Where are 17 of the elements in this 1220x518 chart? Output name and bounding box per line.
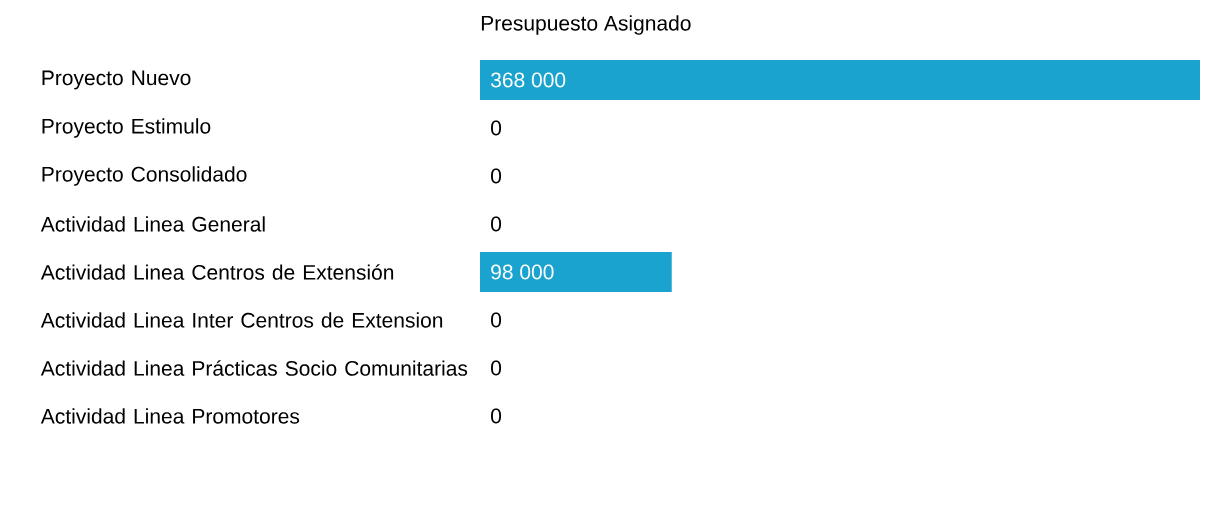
data-label: 0 [491,312,502,328]
data-label: 0 [491,168,502,184]
y-tick-label: Actividad Linea Inter Centros de Extension [40,312,443,328]
data-label: 98 000 [491,264,554,280]
y-tick-label: Actividad Linea Centros de Extensión [40,264,394,280]
data-label: 0 [491,360,502,376]
y-tick-label: Proyecto Estimulo [42,118,211,138]
y-tick-label: Proyecto Nuevo [42,70,191,90]
y-tick-label: Actividad Linea Prácticas Socio Comunitarias [40,360,468,376]
data-label: 0 [491,216,502,232]
y-tick-label: Proyecto Consolidado [42,166,247,186]
y-tick-label: Actividad Linea General [40,216,265,232]
data-label: 0 [491,408,502,424]
y-tick-label: Actividad Linea Promotores [40,408,300,424]
data-label: 0 [491,120,502,136]
chart-title: Presupuesto Asignado [481,15,691,35]
data-label: 368 000 [491,72,566,88]
